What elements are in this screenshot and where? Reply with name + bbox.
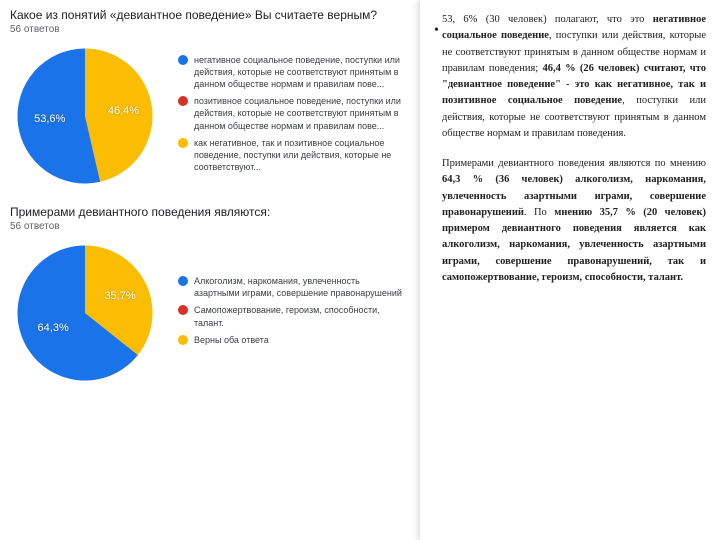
legend-swatch-icon [178, 96, 188, 106]
question2-block: Примерами девиантного поведения являются… [10, 205, 410, 402]
right-para1: 53, 6% (30 человек) полагают, что это не… [442, 12, 706, 142]
slice-label: 53,6% [34, 113, 65, 125]
left-column: Какое из понятий «девиантное поведение» … [0, 0, 420, 540]
legend-swatch-icon [178, 138, 188, 148]
right-text-panel: • 53, 6% (30 человек) полагают, что это … [420, 0, 720, 540]
slice-label: 46,4% [108, 105, 139, 117]
legend-text: позитивное социальное поведение, поступк… [194, 95, 404, 131]
legend-item: негативное социальное поведение, поступк… [178, 54, 404, 90]
question1-block: Какое из понятий «девиантное поведение» … [10, 8, 410, 205]
slice-label: 35,7% [104, 290, 135, 302]
legend-swatch-icon [178, 335, 188, 345]
question1-subtitle: 56 ответов [10, 24, 410, 35]
legend-text: Самопожертвование, героизм, способности,… [194, 304, 404, 328]
legend-text: как негативное, так и позитивное социаль… [194, 137, 404, 173]
legend-text: Алкоголизм, наркомания, увлеченность аза… [194, 275, 404, 299]
legend-text: негативное социальное поведение, поступк… [194, 54, 404, 90]
question1-pie-chart: 46,4% 53,6% [10, 41, 160, 191]
question1-chart-block: 46,4% 53,6% негативное социальное поведен… [10, 41, 410, 191]
legend-swatch-icon [178, 276, 188, 286]
legend-item: Алкоголизм, наркомания, увлеченность аза… [178, 275, 404, 299]
legend-swatch-icon [178, 305, 188, 315]
pie-svg-2 [10, 238, 160, 388]
legend-item: Верны оба ответа [178, 334, 404, 346]
question1-legend: негативное социальное поведение, поступк… [178, 54, 404, 178]
question2-title: Примерами девиантного поведения являются… [10, 205, 410, 219]
question1-title: Какое из понятий «девиантное поведение» … [10, 8, 410, 22]
legend-text: Верны оба ответа [194, 334, 269, 346]
legend-item: позитивное социальное поведение, поступк… [178, 95, 404, 131]
slice-label: 64,3% [38, 322, 69, 334]
question2-legend: Алкоголизм, наркомания, увлеченность аза… [178, 275, 404, 351]
right-para2: Примерами девиантного поведения являются… [442, 156, 706, 286]
legend-item: как негативное, так и позитивное социаль… [178, 137, 404, 173]
bullet-icon: • [434, 20, 439, 42]
legend-swatch-icon [178, 55, 188, 65]
question2-subtitle: 56 ответов [10, 221, 410, 232]
legend-item: Самопожертвование, героизм, способности,… [178, 304, 404, 328]
question2-chart-block: 35,7% 64,3% Алкоголизм, наркомания, увлеч… [10, 238, 410, 388]
question2-pie-chart: 35,7% 64,3% [10, 238, 160, 388]
